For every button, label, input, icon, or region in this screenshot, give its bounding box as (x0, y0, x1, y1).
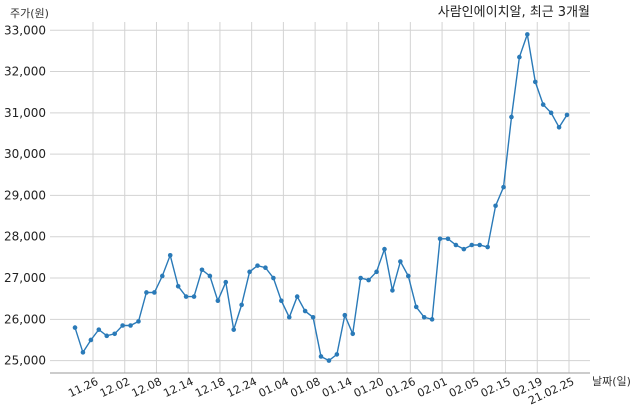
data-point (405, 273, 411, 279)
y-tick-labels: 25,000 26,000 27,000 28,000 29,000 30,000 31,0… (4, 23, 46, 367)
x-tick-label: 12.02 (98, 375, 132, 400)
y-tick-label: 27,000 (4, 271, 46, 285)
y-tick-label: 32,000 (4, 65, 46, 79)
data-point (96, 327, 102, 332)
data-point (382, 246, 387, 252)
data-point (88, 337, 94, 343)
data-point (286, 314, 292, 320)
x-axis-title: 날짜(일) (592, 374, 631, 388)
data-point (207, 273, 213, 279)
data-point (358, 275, 363, 281)
y-tick-label: 25,000 (4, 354, 46, 368)
data-point (374, 269, 379, 275)
data-point (517, 54, 522, 60)
data-point (564, 112, 570, 118)
y-axis-title: 주가(원) (10, 7, 49, 20)
x-tick-label: 12.14 (161, 375, 195, 400)
x-tick-label: 02.15 (479, 375, 513, 400)
data-point (540, 102, 546, 107)
data-point (223, 279, 229, 285)
data-point (104, 333, 110, 339)
x-tick-label: 01.04 (257, 375, 291, 400)
x-tick-label: 02.05 (447, 375, 481, 400)
data-point (302, 308, 308, 314)
chart-title: 사람인에이치알, 최근 3개월 (438, 5, 590, 20)
data-point (501, 184, 506, 190)
data-point (231, 327, 237, 332)
data-point (429, 317, 435, 322)
data-point (398, 259, 403, 264)
data-point (263, 265, 268, 271)
x-tick-label: 12.24 (225, 375, 259, 400)
data-point (80, 350, 86, 355)
data-point (136, 319, 141, 324)
data-point (318, 354, 324, 359)
data-point (167, 253, 173, 258)
data-point (525, 32, 530, 37)
data-point (390, 288, 395, 293)
y-tick-label: 30,000 (4, 147, 46, 161)
data-point (152, 290, 157, 295)
data-point (310, 314, 316, 320)
data-point (191, 294, 197, 299)
price-line (74, 34, 568, 362)
data-point (532, 79, 538, 85)
data-point (477, 242, 483, 248)
data-point (72, 325, 78, 330)
data-point (485, 244, 490, 250)
data-point (437, 236, 443, 242)
data-point (239, 302, 244, 308)
data-point (144, 290, 149, 295)
data-point (350, 331, 356, 337)
data-point (445, 236, 451, 242)
data-point (112, 331, 117, 337)
data-point (175, 283, 181, 289)
data-point (279, 298, 284, 304)
x-tick-labels: 11.2612.0212.0812.1412.1812.2401.0401.08… (66, 375, 576, 407)
data-point (159, 273, 165, 279)
y-tick-label: 28,000 (4, 230, 46, 244)
x-tick-label: 01.20 (352, 375, 386, 400)
data-point (183, 294, 189, 299)
y-tick-label: 31,000 (4, 106, 46, 120)
data-point (509, 114, 514, 120)
y-tick-label: 33,000 (4, 23, 46, 37)
x-tick-label: 01.26 (384, 375, 418, 400)
data-point (247, 269, 252, 275)
data-point (326, 358, 332, 363)
x-tick-label: 01.08 (288, 375, 322, 400)
data-point (413, 304, 419, 310)
data-point (453, 242, 459, 248)
x-tick-label: 12.18 (193, 375, 227, 400)
y-tick-label: 29,000 (4, 188, 46, 202)
data-point (342, 312, 348, 318)
data-point (199, 267, 205, 273)
data-point (334, 352, 340, 357)
x-tick-label: 12.08 (130, 375, 164, 400)
data-point (255, 263, 260, 268)
x-tick-label: 11.26 (66, 375, 100, 400)
grid (50, 22, 590, 373)
data-point (556, 125, 562, 130)
x-tick-label: 02.01 (415, 375, 449, 400)
x-tick-label: 01.14 (320, 375, 354, 400)
data-point (493, 203, 498, 209)
data-point (120, 323, 125, 328)
data-point (294, 294, 300, 299)
y-tick-label: 26,000 (4, 312, 46, 326)
data-point (366, 277, 371, 283)
data-point (421, 314, 427, 320)
data-point (461, 246, 467, 252)
data-point (469, 242, 475, 248)
data-point (128, 323, 133, 328)
price-series (72, 32, 570, 363)
data-point (548, 110, 554, 116)
data-point (215, 298, 221, 304)
data-point (271, 275, 276, 281)
